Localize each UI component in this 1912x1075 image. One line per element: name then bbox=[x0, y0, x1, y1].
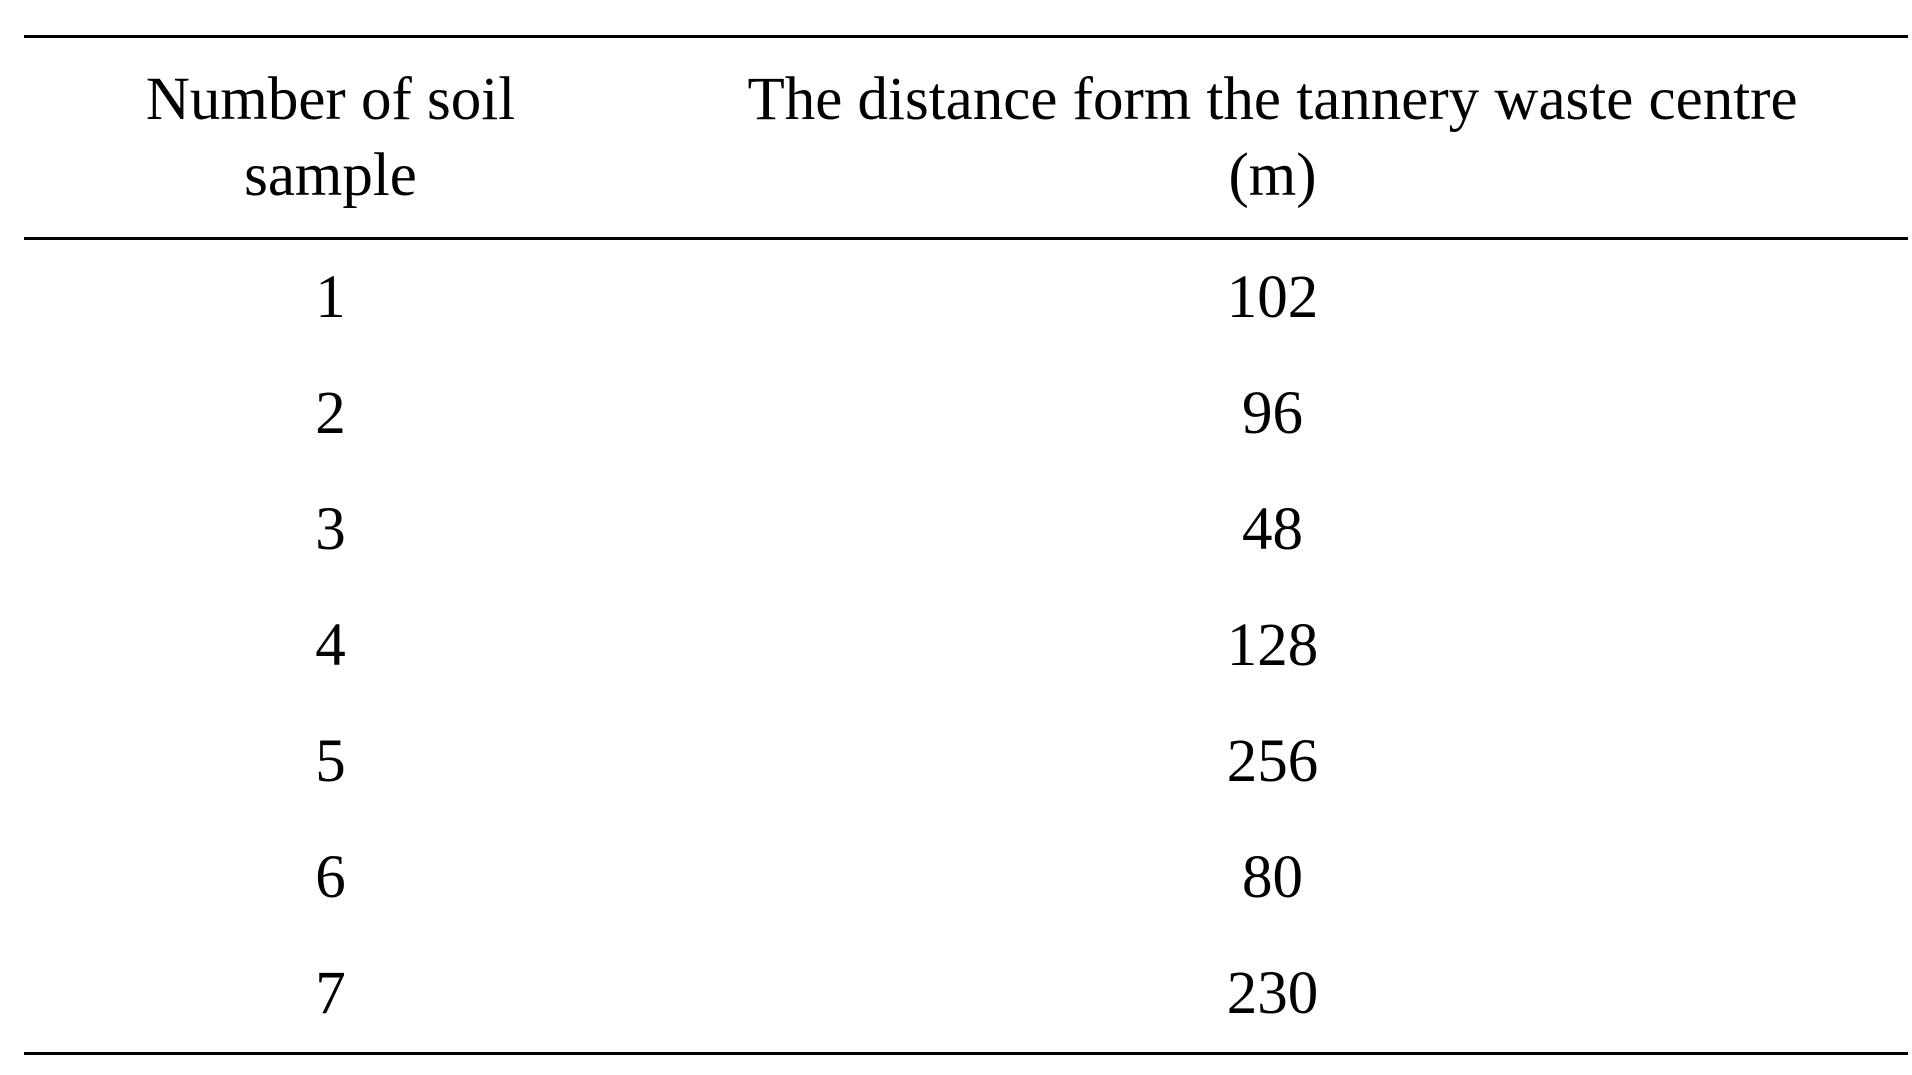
cell-sample-number: 5 bbox=[315, 728, 346, 795]
cell-sample-number: 2 bbox=[315, 380, 346, 447]
cell-distance: 128 bbox=[1226, 612, 1319, 679]
table-row: 4 128 bbox=[24, 588, 1908, 704]
table-row: 2 96 bbox=[24, 356, 1908, 472]
header-row: Number of soil sample The distance form … bbox=[24, 36, 1908, 239]
cell-distance: 48 bbox=[1242, 496, 1303, 563]
table-row: 6 80 bbox=[24, 820, 1908, 936]
table-row: 1 102 bbox=[24, 239, 1908, 357]
data-table-container: Number of soil sample The distance form … bbox=[24, 35, 1908, 1055]
table-row: 5 256 bbox=[24, 704, 1908, 820]
cell-distance: 96 bbox=[1242, 380, 1303, 447]
cell-sample-number: 6 bbox=[315, 844, 346, 911]
cell-distance: 102 bbox=[1226, 264, 1319, 331]
table-body: 1 102 2 96 3 48 4 128 5 256 6 80 bbox=[24, 239, 1908, 1054]
header-distance-line1: The distance form the tannery waste cent… bbox=[747, 65, 1798, 133]
cell-distance: 80 bbox=[1242, 844, 1303, 911]
header-sample-number-line1: Number of soil bbox=[145, 65, 516, 133]
cell-sample-number: 3 bbox=[315, 496, 346, 563]
header-distance: The distance form the tannery waste cent… bbox=[637, 37, 1908, 239]
cell-distance: 256 bbox=[1226, 728, 1319, 795]
table-header: Number of soil sample The distance form … bbox=[24, 36, 1908, 239]
header-distance-line2: (m) bbox=[1228, 141, 1317, 209]
table-row: 7 230 bbox=[24, 936, 1908, 1054]
cell-sample-number: 4 bbox=[315, 612, 346, 679]
header-sample-number: Number of soil sample bbox=[24, 37, 637, 239]
header-sample-number-line2: sample bbox=[244, 141, 417, 209]
cell-sample-number: 1 bbox=[315, 264, 346, 331]
table-row: 3 48 bbox=[24, 472, 1908, 588]
cell-sample-number: 7 bbox=[315, 960, 346, 1027]
soil-sample-distance-table: Number of soil sample The distance form … bbox=[24, 35, 1908, 1055]
cell-distance: 230 bbox=[1226, 960, 1319, 1027]
